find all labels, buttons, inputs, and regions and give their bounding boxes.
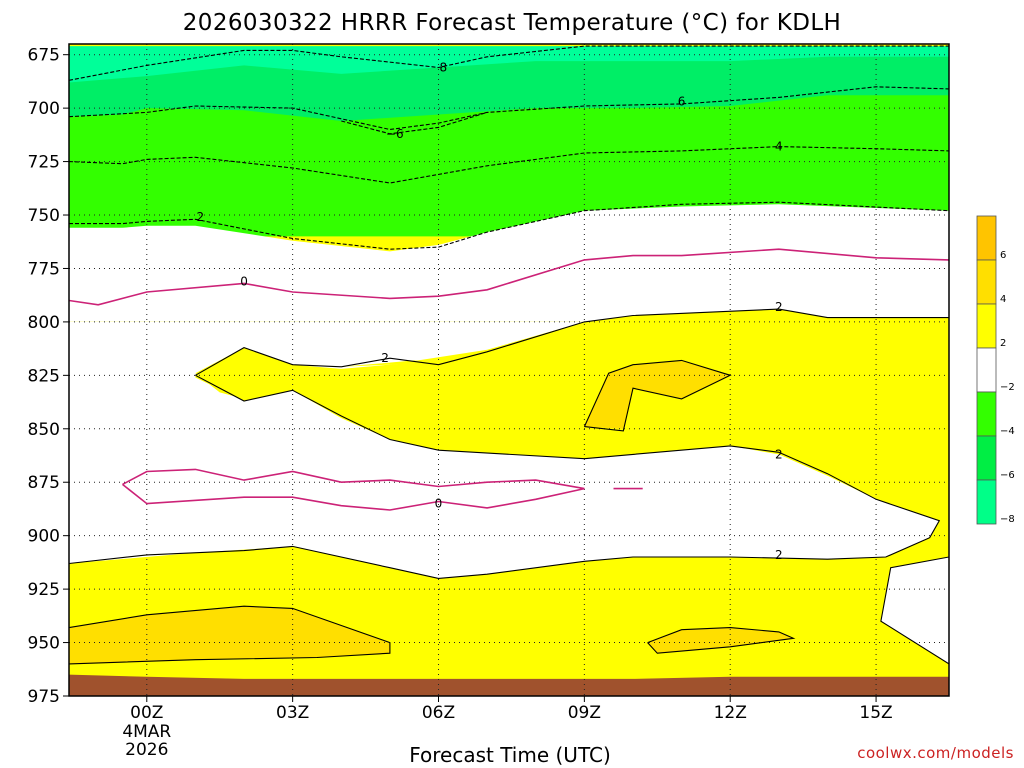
y-tick-label-975: 975 — [28, 687, 60, 707]
y-tick-label-900: 900 — [28, 527, 60, 547]
contour-label-2: 2 — [775, 300, 783, 314]
contour-line--4 — [69, 146, 949, 184]
contour-line--6 — [69, 86, 949, 131]
y-tick-label-825: 825 — [28, 366, 60, 386]
y-tick-label-700: 700 — [28, 99, 60, 119]
colorbar-label-1: 4 — [1000, 294, 1006, 305]
contour-line-2c — [195, 374, 941, 539]
contour-line-0b — [122, 468, 585, 511]
contour-line--8 — [69, 45, 949, 81]
x-tick-label-06Z: 06Z — [422, 703, 455, 723]
contour-line--2 — [69, 201, 949, 250]
contour-label-2d: 2 — [775, 548, 783, 562]
fill-region-11 — [647, 627, 794, 654]
colorbar-segment-3 — [976, 347, 997, 393]
fill-region-7 — [584, 360, 731, 429]
y-tick-label-725: 725 — [28, 153, 60, 173]
fill-region-2 — [69, 95, 949, 237]
contour-label-0: 0 — [240, 274, 248, 288]
contour-line--6b — [341, 111, 488, 135]
x-tick-label-15Z: 15Z — [859, 703, 892, 723]
contour-line-2e — [880, 556, 949, 665]
colorbar-label-5: −6 — [1000, 470, 1015, 481]
colorbar-segment-2 — [976, 303, 997, 349]
contour-label--2: 2 — [196, 210, 204, 224]
colorbar-label-2: 2 — [1000, 338, 1006, 349]
colorbar: 6 4 2 −2 −4 −6 −8 — [976, 215, 1015, 525]
fill-region-6 — [195, 347, 439, 399]
x-tick-label-12Z: 12Z — [714, 703, 747, 723]
y-tick-label-950: 950 — [28, 634, 60, 654]
contour-line-2d — [69, 537, 930, 579]
x-tick-label-09Z: 09Z — [568, 703, 601, 723]
contour-label--6: 6 — [678, 95, 686, 109]
chart-title: 2026030322 HRRR Forecast Temperature (°C… — [183, 10, 842, 36]
colorbar-label-4: −4 — [1000, 426, 1015, 437]
fill-region-10 — [69, 606, 390, 664]
fill-region-5 — [69, 321, 940, 579]
plot-frame — [68, 43, 950, 697]
colorbar-label-6: −8 — [1000, 514, 1015, 525]
colorbar-segment-5 — [976, 435, 997, 481]
y-tick-label-850: 850 — [28, 420, 60, 440]
y-tick-label-800: 800 — [28, 313, 60, 333]
ground-terrain — [69, 674, 949, 696]
y-tick-label-775: 775 — [28, 259, 60, 279]
contour-line-2b — [195, 321, 585, 376]
colorbar-segment-1 — [976, 259, 997, 305]
contour-label--4: 4 — [775, 140, 783, 154]
contour-label-2c: 2 — [775, 447, 783, 461]
contour-line-0 — [69, 248, 949, 306]
contour-label-0b: 0 — [435, 497, 443, 511]
y-tick-label-750: 750 — [28, 206, 60, 226]
colorbar-label-3: −2 — [1000, 382, 1015, 393]
x-axis-label: Forecast Time (UTC) — [409, 743, 611, 767]
y-axis: 675 700 725 750 775 800 825 850 875 900 925 950 975 — [28, 46, 69, 707]
fill-region-9 — [880, 557, 949, 664]
contour-label-layer: 8 6 −6 4 2 0 2 2 2 0 2 — [196, 61, 783, 562]
credit-link[interactable]: coolwx.com/models — [857, 744, 1014, 762]
y-tick-label-675: 675 — [28, 46, 60, 66]
x-tick-label-00Z: 00Z — [130, 703, 163, 723]
contour-label-2b: 2 — [381, 351, 389, 365]
x-tick-sublabel-0: 4MAR — [122, 722, 171, 742]
colorbar-segment-4 — [976, 391, 997, 437]
contour-line-4c — [647, 627, 796, 654]
colorbar-segment-0 — [976, 215, 997, 261]
x-tick-label-03Z: 03Z — [276, 703, 309, 723]
fill-layer — [69, 44, 949, 696]
fill-region-3 — [69, 204, 949, 322]
y-tick-label-875: 875 — [28, 473, 60, 493]
colorbar-segment-6 — [976, 479, 997, 525]
grid-layer — [69, 44, 949, 696]
contour-line-2 — [584, 308, 949, 323]
colorbar-label-0: 6 — [1000, 250, 1006, 261]
contour-label--6b: −6 — [386, 127, 404, 141]
x-tick-sublabel-1: 2026 — [125, 740, 168, 760]
contour-line-4b — [69, 605, 391, 665]
y-tick-label-925: 925 — [28, 580, 60, 600]
contour-line-4 — [583, 359, 732, 432]
contour-label--8: 8 — [440, 61, 448, 75]
contour-layer — [69, 45, 949, 665]
fill-region-1 — [69, 56, 949, 121]
